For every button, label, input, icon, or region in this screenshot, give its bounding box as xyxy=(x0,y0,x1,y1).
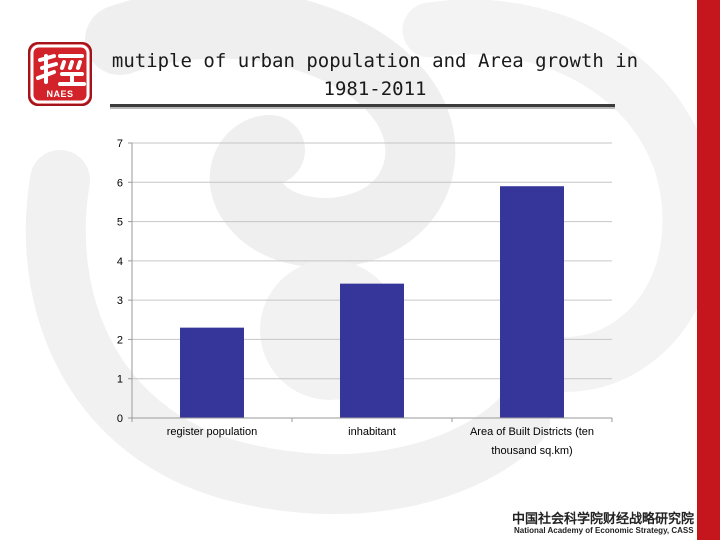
x-category-label: Area of Built Districts (ten thousand sq… xyxy=(469,426,595,457)
y-tick-label: 3 xyxy=(117,295,123,307)
slide-title: mutiple of urban population and Area gro… xyxy=(111,50,639,100)
title-underline-shadow xyxy=(110,107,615,109)
y-tick-label: 7 xyxy=(117,138,123,150)
right-accent-bar xyxy=(697,0,720,540)
y-tick-label: 5 xyxy=(117,217,123,229)
y-tick-label: 2 xyxy=(117,334,123,346)
y-tick-label: 0 xyxy=(117,413,123,425)
x-category-label: inhabitant xyxy=(348,426,396,438)
bar-1 xyxy=(180,327,244,418)
y-tick-label: 4 xyxy=(117,256,123,268)
axes xyxy=(131,143,612,419)
y-tick-label: 6 xyxy=(117,177,123,189)
x-tick-marks xyxy=(131,418,613,422)
footer-institution-english: National Academy of Economic Strategy, C… xyxy=(514,526,694,535)
y-tick-label: 1 xyxy=(117,374,123,386)
naes-logo: NAES xyxy=(28,42,92,106)
title-underline xyxy=(110,104,615,107)
footer-institution-chinese: 中国社会科学院财经战略研究院 xyxy=(512,512,695,527)
bar-2 xyxy=(340,283,404,418)
naes-seal-icon xyxy=(30,44,90,104)
y-tick-labels: 0 1 2 3 4 5 6 7 xyxy=(117,138,132,425)
bar-3 xyxy=(500,186,564,418)
x-category-label: register population xyxy=(166,426,258,438)
logo-text: NAES xyxy=(46,89,74,99)
bars xyxy=(180,186,564,418)
